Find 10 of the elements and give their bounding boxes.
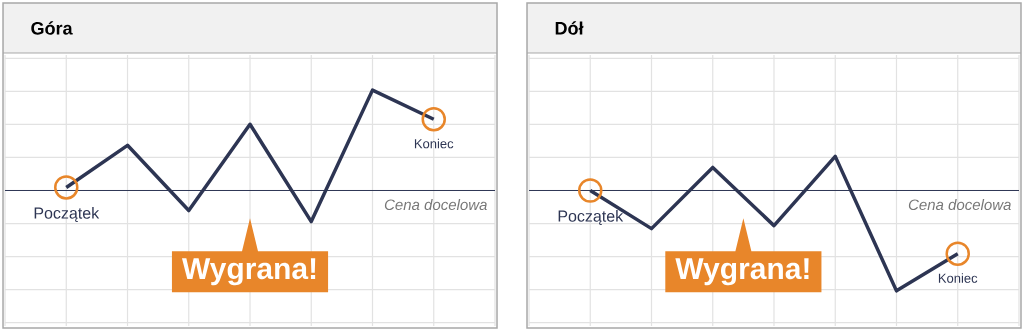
annotation: Początek <box>34 207 100 222</box>
annotation: Początek <box>558 210 624 225</box>
annotation: Koniec <box>414 138 454 149</box>
text: Wygrana! <box>181 258 316 286</box>
annotation: Wygrana! <box>675 258 809 286</box>
annotation: Koniec <box>938 273 978 283</box>
ref-line-label: Cena docelowa <box>908 199 1011 211</box>
ref-line-label: Cena docelowa <box>384 199 487 211</box>
chart-title: Góra <box>31 21 73 35</box>
chart-title: Dół <box>555 21 584 35</box>
